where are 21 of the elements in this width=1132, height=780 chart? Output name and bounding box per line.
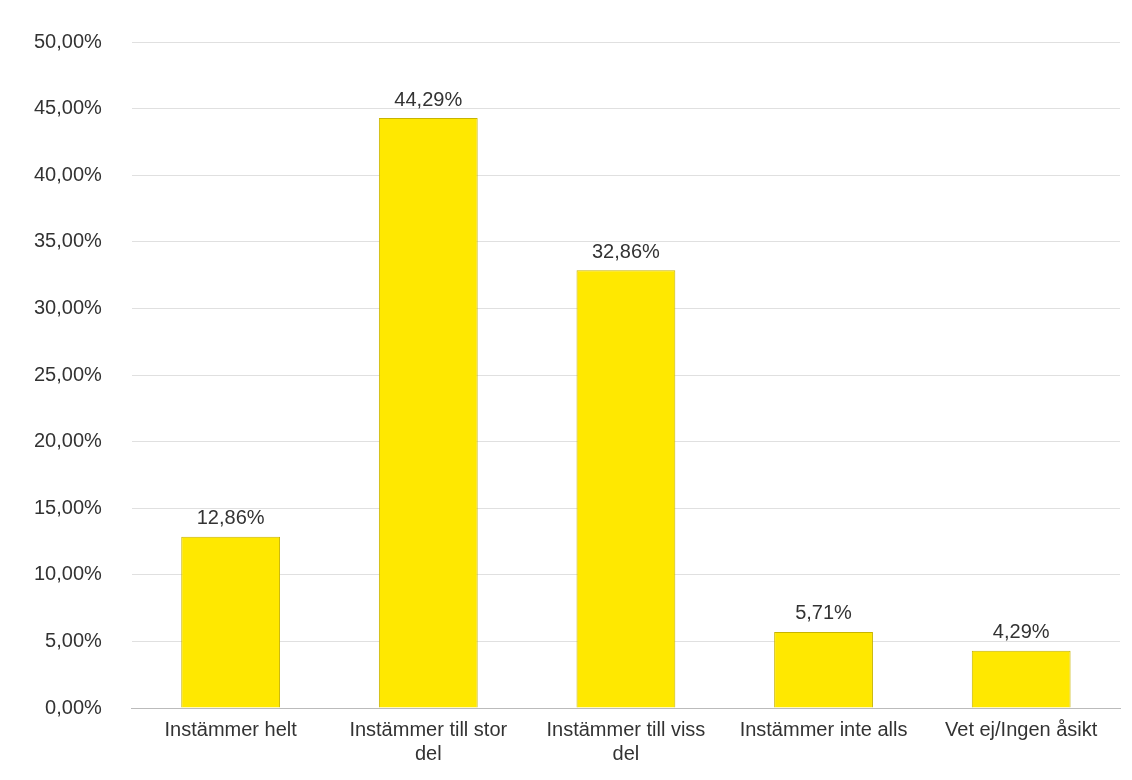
y-tick-label: 20,00% bbox=[33, 429, 103, 452]
data-label: 12,86% bbox=[196, 506, 265, 529]
y-tick-label: 10,00% bbox=[33, 562, 103, 585]
y-tick-label: 30,00% bbox=[33, 295, 103, 318]
y-tick-label: 0,00% bbox=[45, 695, 103, 718]
x-tick-label: Instämmer inte alls bbox=[739, 717, 908, 740]
data-label: 44,29% bbox=[394, 87, 463, 110]
x-tick-label: Instämmer till viss del bbox=[546, 717, 706, 764]
y-tick-label: 15,00% bbox=[33, 495, 103, 518]
data-label: 4,29% bbox=[992, 620, 1050, 643]
y-tick-label: 45,00% bbox=[33, 96, 103, 119]
y-tick-label: 25,00% bbox=[33, 362, 103, 385]
data-label: 5,71% bbox=[795, 601, 853, 624]
data-label: 32,86% bbox=[591, 239, 661, 262]
y-tick-label: 35,00% bbox=[33, 229, 103, 252]
x-tick-label: Instämmer helt bbox=[164, 717, 298, 740]
y-tick-label: 5,00% bbox=[45, 628, 103, 651]
x-tick-label: Vet ej/Ingen åsikt bbox=[945, 717, 1098, 740]
y-tick-label: 40,00% bbox=[33, 162, 103, 185]
y-tick-label: 50,00% bbox=[33, 29, 103, 52]
x-tick-label: Instämmer till stor del bbox=[349, 717, 508, 764]
